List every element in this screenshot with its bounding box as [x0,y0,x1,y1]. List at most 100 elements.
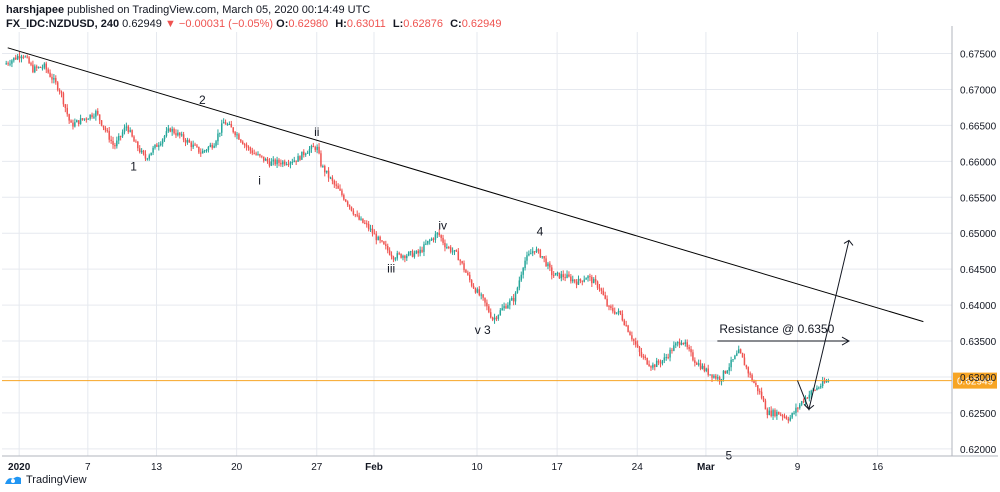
candle-body [91,114,93,118]
candle-body [783,416,786,418]
candle-body [369,228,372,230]
candle-body [360,218,362,220]
candle-body [518,280,521,288]
candle-body [240,139,242,142]
candle-body [428,240,431,242]
tradingview-logo-icon[interactable] [4,474,22,486]
candle-body [541,256,543,258]
candle-body [68,114,70,121]
candle-body [226,124,229,126]
x-tick-label: 9 [795,462,801,473]
candle-body [26,56,28,58]
candle-body [591,276,593,284]
candle-body [789,417,791,421]
candle-body [142,150,145,155]
candle-body [140,150,143,153]
candle-body [404,255,406,259]
candle-body [768,410,770,415]
candle-body [587,276,589,279]
candle-body [53,78,55,80]
x-tick-label: 27 [311,462,323,473]
symbol-name[interactable]: FX_IDC:NZDUSD, 240 [6,18,120,30]
candle-body [629,331,631,336]
candle-body [774,410,776,417]
y-tick-label: 0.67500 [960,50,997,61]
candle-body [421,249,423,252]
candle-body [722,370,725,380]
candle-body [604,295,606,299]
candle-body [7,63,9,65]
candle-body [200,152,202,154]
candle-body [491,317,494,320]
candle-body [20,56,23,59]
candle-body [526,255,528,261]
author-name[interactable]: harshjapee [6,4,65,16]
candle-body [406,255,408,259]
candle-body [749,373,751,375]
candle-body [480,294,482,296]
candle-body [215,141,217,146]
candle-body [465,270,467,273]
candle-body [644,356,647,358]
candle-body [757,385,759,392]
trend-line [7,47,924,323]
candle-body [49,72,51,77]
candle-body [449,247,452,252]
candle-body [499,310,502,316]
candle-body [501,308,503,311]
candle-body [5,63,7,65]
candle-body [825,381,828,383]
candle-body [543,256,545,259]
candle-body [453,250,456,252]
candle-body [152,147,154,153]
candle-body [114,145,116,147]
candle-body [169,128,172,132]
brand-name[interactable]: TradingView [26,474,87,486]
candle-body [224,122,227,125]
candle-body [568,274,570,277]
candle-body [270,161,273,166]
wave-label: 4 [537,224,544,238]
candle-body [365,223,368,225]
candle-body [413,253,416,257]
candle-body [198,146,200,153]
candle-body [785,416,788,419]
candle-body [98,114,101,121]
candle-body [701,365,704,369]
candle-body [724,370,727,374]
candle-body [282,161,284,165]
candle-body [442,237,444,243]
candle-body [345,199,347,202]
candle-body [703,365,706,371]
candle-body [131,130,133,137]
candle-body [388,250,391,255]
candle-body [512,298,515,302]
candle-body [711,374,713,378]
last-price-tag [953,372,997,389]
candle-body [70,120,72,123]
candle-body [217,133,219,142]
candle-body [341,190,343,196]
candle-body [799,404,801,409]
candle-body [253,153,255,155]
candle-body [577,278,580,285]
candle-body [503,306,505,309]
candle-body [552,275,555,277]
candle-body [51,76,53,80]
candle-body [707,368,709,375]
y-tick-label: 0.66500 [960,121,997,132]
candle-body [171,128,173,132]
candle-body [467,272,469,275]
candle-body [451,251,454,253]
candle-body [423,244,425,252]
candle-body [814,389,816,391]
candle-body [697,363,700,365]
candle-body [655,360,658,368]
publish-header: harshjapee published on TradingView.com,… [6,2,370,18]
candle-body [638,346,641,353]
candle-body [135,141,137,143]
candle-body [28,57,30,64]
candle-body [583,279,585,282]
candle-body [764,400,767,410]
